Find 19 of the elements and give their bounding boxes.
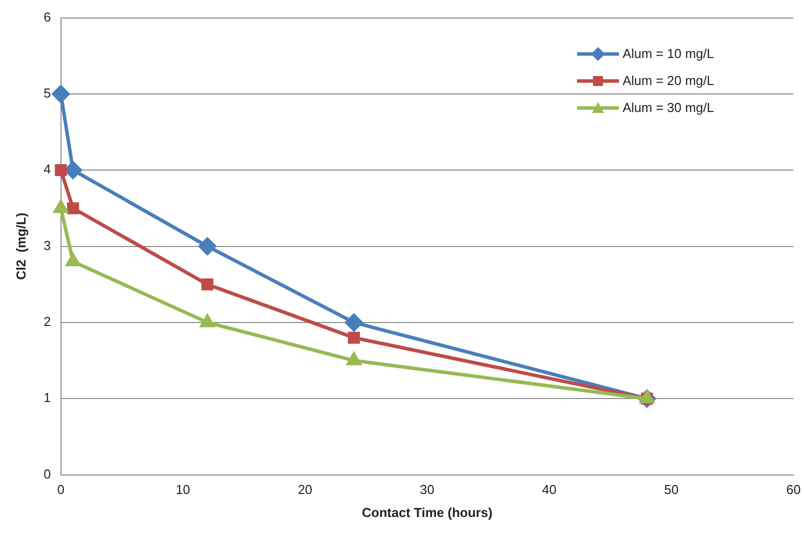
y-tick-label: 6 [44,9,51,24]
legend-label: Alum = 10 mg/L [622,46,714,61]
x-axis-title: Contact Time (hours) [362,504,492,520]
y-tick-label: 4 [44,162,51,177]
y-tick-label: 3 [44,238,51,253]
x-tick-label: 20 [298,482,312,498]
y-tick-label: 5 [44,86,51,101]
x-tick-label: 40 [542,482,557,498]
x-tick-label: 50 [664,482,679,498]
x-tick-label: 10 [176,482,190,498]
legend-label: Alum = 30 mg/L [622,100,714,115]
x-tick-label: 30 [420,482,434,498]
y-tick-label: 0 [44,466,51,482]
x-tick-label: 0 [57,482,64,498]
x-tick-label: 60 [786,482,801,498]
y-tick-label: 2 [44,314,51,330]
y-axis-title: Cl2 (mg/L) [13,212,28,280]
legend-label: Alum = 20 mg/L [622,73,714,88]
y-tick-label: 1 [44,390,51,406]
